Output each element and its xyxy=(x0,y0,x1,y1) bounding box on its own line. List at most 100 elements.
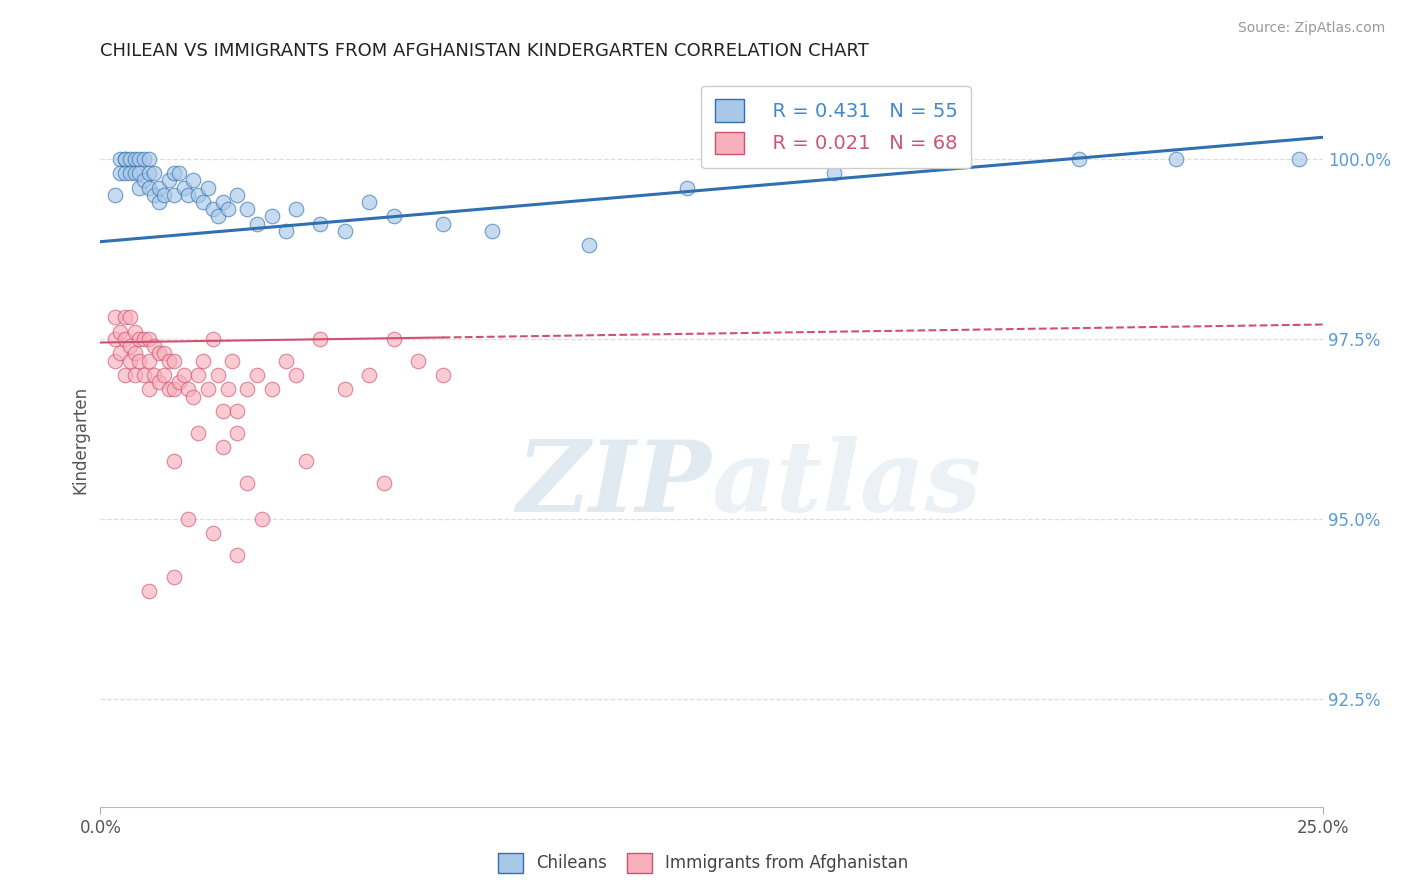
Point xyxy=(333,224,356,238)
Point xyxy=(114,152,136,166)
Point xyxy=(211,195,233,210)
Point xyxy=(1288,152,1310,166)
Point xyxy=(187,187,209,202)
Point xyxy=(163,454,186,468)
Point xyxy=(197,180,219,194)
Point xyxy=(138,152,160,166)
Point xyxy=(128,353,150,368)
Point xyxy=(191,353,214,368)
Point xyxy=(226,425,249,440)
Point xyxy=(250,512,273,526)
Point xyxy=(823,166,845,180)
Point xyxy=(134,152,156,166)
Point xyxy=(578,238,600,252)
Point xyxy=(359,195,381,210)
Point xyxy=(163,187,186,202)
Point xyxy=(191,195,214,210)
Point xyxy=(207,368,229,382)
Point xyxy=(124,152,146,166)
Point xyxy=(187,425,209,440)
Point xyxy=(406,353,429,368)
Point xyxy=(285,368,308,382)
Point xyxy=(124,166,146,180)
Point xyxy=(138,180,160,194)
Point xyxy=(276,353,298,368)
Point xyxy=(148,195,170,210)
Point xyxy=(236,382,259,396)
Point xyxy=(163,382,186,396)
Point xyxy=(138,353,160,368)
Point xyxy=(118,310,141,325)
Point xyxy=(104,310,127,325)
Legend:   R = 0.431   N = 55,   R = 0.021   N = 68: R = 0.431 N = 55, R = 0.021 N = 68 xyxy=(702,86,972,168)
Point xyxy=(246,217,269,231)
Point xyxy=(138,584,160,599)
Point xyxy=(187,368,209,382)
Point xyxy=(143,166,166,180)
Point xyxy=(114,152,136,166)
Legend: Chileans, Immigrants from Afghanistan: Chileans, Immigrants from Afghanistan xyxy=(491,847,915,880)
Point xyxy=(148,180,170,194)
Point xyxy=(177,382,200,396)
Point xyxy=(173,368,195,382)
Point xyxy=(1067,152,1090,166)
Point xyxy=(226,548,249,562)
Point xyxy=(333,382,356,396)
Point xyxy=(181,390,204,404)
Point xyxy=(217,382,239,396)
Point xyxy=(432,217,454,231)
Point xyxy=(124,325,146,339)
Point xyxy=(163,569,186,583)
Point xyxy=(104,353,127,368)
Text: atlas: atlas xyxy=(711,435,981,532)
Point xyxy=(481,224,503,238)
Point xyxy=(221,353,243,368)
Point xyxy=(167,375,190,389)
Point xyxy=(153,187,176,202)
Point xyxy=(118,339,141,353)
Point xyxy=(134,173,156,187)
Point xyxy=(373,475,395,490)
Point xyxy=(118,152,141,166)
Point xyxy=(201,332,224,346)
Point xyxy=(108,346,131,360)
Point xyxy=(163,353,186,368)
Point xyxy=(128,166,150,180)
Point xyxy=(226,187,249,202)
Point xyxy=(143,368,166,382)
Point xyxy=(236,202,259,217)
Point xyxy=(114,166,136,180)
Point xyxy=(143,339,166,353)
Point xyxy=(359,368,381,382)
Point xyxy=(157,382,180,396)
Point xyxy=(138,166,160,180)
Point xyxy=(128,180,150,194)
Point xyxy=(138,382,160,396)
Point xyxy=(211,440,233,454)
Point xyxy=(138,332,160,346)
Point xyxy=(207,210,229,224)
Point xyxy=(128,332,150,346)
Point xyxy=(148,375,170,389)
Point xyxy=(114,310,136,325)
Point xyxy=(157,353,180,368)
Point xyxy=(276,224,298,238)
Point xyxy=(173,180,195,194)
Y-axis label: Kindergarten: Kindergarten xyxy=(72,385,89,494)
Text: CHILEAN VS IMMIGRANTS FROM AFGHANISTAN KINDERGARTEN CORRELATION CHART: CHILEAN VS IMMIGRANTS FROM AFGHANISTAN K… xyxy=(100,42,869,60)
Point xyxy=(260,382,283,396)
Point xyxy=(382,332,405,346)
Point xyxy=(114,332,136,346)
Point xyxy=(294,454,316,468)
Point xyxy=(104,332,127,346)
Point xyxy=(153,346,176,360)
Point xyxy=(197,382,219,396)
Point xyxy=(128,152,150,166)
Point xyxy=(104,187,127,202)
Point xyxy=(148,346,170,360)
Point xyxy=(201,526,224,541)
Point xyxy=(676,180,699,194)
Point xyxy=(382,210,405,224)
Point xyxy=(181,173,204,187)
Point xyxy=(201,202,224,217)
